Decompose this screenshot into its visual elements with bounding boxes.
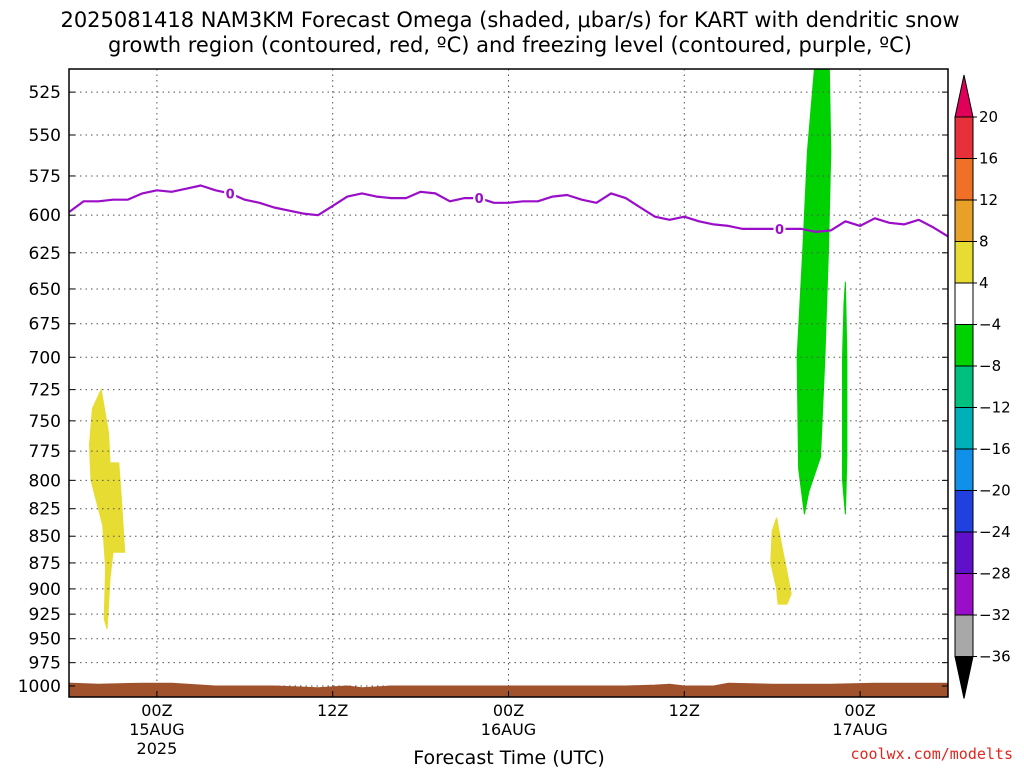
- colorbar-box-4: [954, 241, 974, 284]
- freezing-label-bg-2: [473, 190, 486, 207]
- colorbar-label-6: −4: [979, 316, 1001, 334]
- y-tick-label-625: 625: [29, 244, 61, 264]
- y-tick-label-700: 700: [29, 348, 61, 368]
- terrain-layer: [68, 682, 949, 698]
- y-tick-label-825: 825: [29, 500, 61, 520]
- y-tick-label-1000: 1000: [18, 677, 61, 697]
- y-tick-label-950: 950: [29, 630, 61, 650]
- y-tick-label-975: 975: [29, 654, 61, 674]
- colorbar-box-8: [954, 407, 974, 450]
- y-tick-label-750: 750: [29, 412, 61, 432]
- colorbar-label-2: 16: [979, 150, 998, 168]
- colorbar-box-2: [954, 158, 974, 201]
- y-axis-ticks: 525 550 575 600 625 650 675 700 725 750 775 800 825 8…: [18, 83, 948, 697]
- freezing-level-label-1: 0: [226, 187, 235, 202]
- x-tick-label-2: 12Z: [317, 701, 348, 720]
- colorbar-label-13: −32: [979, 606, 1011, 624]
- omega-region-1: [796, 69, 832, 515]
- colorbar-box-12: [954, 573, 974, 616]
- colorbar-box-3: [954, 199, 974, 242]
- chart-title-line2: growth region (contoured, red, ºC) and f…: [108, 33, 912, 57]
- x-tick-label-3: 00Z: [493, 701, 524, 720]
- y-tick-label-900: 900: [29, 580, 61, 600]
- freezing-level-label-3: 0: [775, 223, 784, 238]
- x-tick-date-3: 16AUG: [481, 720, 536, 739]
- colorbar-label-12: −28: [979, 565, 1011, 583]
- x-tick-date-1: 15AUG: [129, 720, 184, 739]
- colorbar-label-4: 8: [979, 233, 989, 251]
- grid-layer: [69, 69, 948, 697]
- y-tick-label-725: 725: [29, 381, 61, 401]
- y-tick-label-525: 525: [29, 83, 61, 103]
- y-tick-label-850: 850: [29, 527, 61, 547]
- colorbar-label-9: −16: [979, 440, 1011, 458]
- y-tick-label-575: 575: [29, 167, 61, 187]
- y-tick-label-675: 675: [29, 315, 61, 335]
- x-axis-label: Forecast Time (UTC): [413, 747, 604, 768]
- colorbar-box-10: [954, 490, 974, 533]
- colorbar-box-11: [954, 531, 974, 574]
- x-tick-date-5: 17AUG: [832, 720, 887, 739]
- freezing-label-bg-1: [224, 185, 237, 202]
- y-tick-label-650: 650: [29, 280, 61, 300]
- credit-link[interactable]: coolwx.com/modelts: [850, 745, 1013, 763]
- chart-title-line1: 2025081418 NAM3KM Forecast Omega (shaded…: [60, 8, 959, 32]
- terrain-area: [68, 682, 949, 698]
- colorbar-label-5: 4: [979, 274, 989, 292]
- omega-region-2: [842, 281, 848, 515]
- colorbar: 20 16 12 8 4 −4 −8 −12 −16 −20 −24 −28 −32 −36: [954, 74, 1011, 699]
- colorbar-box-5: [954, 282, 974, 325]
- omega-region-3: [88, 387, 126, 630]
- colorbar-label-7: −8: [979, 357, 1001, 375]
- colorbar-box-1: [954, 116, 974, 159]
- y-tick-label-925: 925: [29, 605, 61, 625]
- colorbar-label-10: −20: [979, 482, 1011, 500]
- x-tick-label-4: 12Z: [669, 701, 700, 720]
- freezing-level-layer: 0 0 0: [69, 184, 948, 238]
- y-tick-label-800: 800: [29, 471, 61, 491]
- y-tick-label-875: 875: [29, 554, 61, 574]
- colorbar-bottom-arrow: [954, 656, 974, 699]
- omega-shading-layer: [88, 69, 848, 630]
- colorbar-box-13: [954, 614, 974, 657]
- omega-region-4: [770, 517, 792, 605]
- x-tick-year-1: 2025: [137, 739, 178, 758]
- y-tick-label-550: 550: [29, 126, 61, 146]
- y-tick-label-600: 600: [29, 206, 61, 226]
- colorbar-box-7: [954, 365, 974, 408]
- colorbar-label-3: 12: [979, 191, 998, 209]
- colorbar-label-14: −36: [979, 648, 1011, 666]
- freezing-level-line: [69, 184, 948, 238]
- colorbar-box-9: [954, 448, 974, 491]
- x-tick-label-1: 00Z: [141, 701, 172, 720]
- freezing-label-bg-3: [773, 220, 786, 237]
- colorbar-label-1: 20: [979, 108, 998, 126]
- colorbar-label-8: −12: [979, 399, 1011, 417]
- y-tick-label-775: 775: [29, 442, 61, 462]
- colorbar-top-arrow: [954, 74, 974, 118]
- colorbar-box-6: [954, 324, 974, 367]
- colorbar-label-11: −24: [979, 523, 1011, 541]
- x-tick-label-5: 00Z: [844, 701, 875, 720]
- freezing-level-label-2: 0: [475, 192, 484, 207]
